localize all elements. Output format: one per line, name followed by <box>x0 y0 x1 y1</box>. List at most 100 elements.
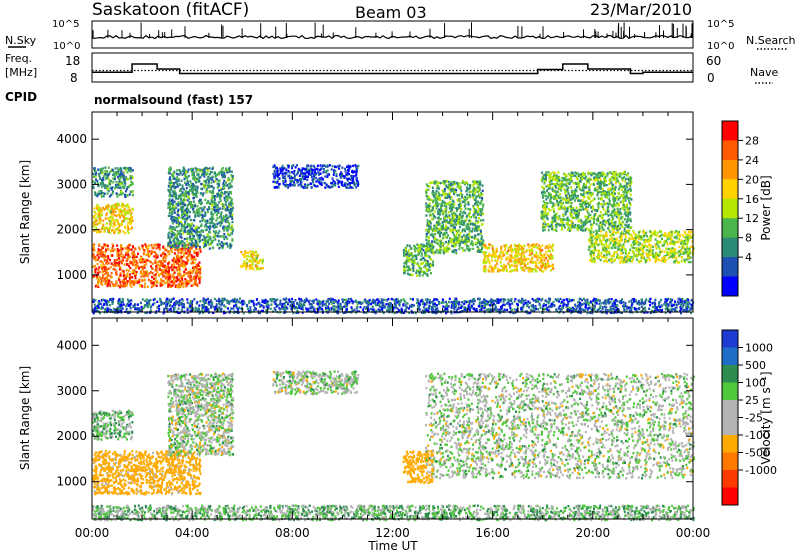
scatter-cell <box>249 250 252 253</box>
scatter-cell <box>103 227 106 230</box>
scatter-cell <box>231 220 234 224</box>
scatter-cell <box>208 167 211 170</box>
scatter-cell <box>464 203 467 206</box>
scatter-cell <box>418 266 421 269</box>
scatter-cell <box>120 210 122 213</box>
scatter-cell <box>108 216 111 220</box>
scatter-cell <box>131 280 134 283</box>
scatter-cell <box>178 264 181 267</box>
scatter-cell <box>194 204 197 208</box>
scatter-cell <box>193 219 196 222</box>
scatter-cell <box>160 278 163 281</box>
scatter-cell <box>471 240 473 243</box>
scatter-cell <box>574 199 576 202</box>
scatter-cell <box>433 228 436 231</box>
scatter-cell <box>426 242 428 245</box>
scatter-cell <box>302 186 305 189</box>
scatter-cell <box>111 168 114 171</box>
scatter-cell <box>192 200 195 203</box>
scatter-cell <box>334 165 336 168</box>
scatter-cell <box>175 217 177 220</box>
noise-right-tick-top: 10^5 <box>707 19 734 30</box>
scatter-cell <box>101 267 104 270</box>
scatter-cell <box>208 221 211 225</box>
scatter-cell <box>141 246 144 249</box>
scatter-cell <box>545 194 547 198</box>
scatter-cell <box>175 206 178 209</box>
scatter-cell <box>476 182 479 185</box>
scatter-cell <box>289 180 292 183</box>
scatter-cell <box>445 214 448 218</box>
scatter-cell <box>422 256 425 260</box>
scatter-cell <box>434 229 437 232</box>
scatter-cell <box>198 230 200 233</box>
scatter-cell <box>97 252 100 255</box>
scatter-cell <box>195 264 198 267</box>
scatter-cell <box>198 281 201 285</box>
scatter-cell <box>170 181 173 184</box>
scatter-cell <box>201 193 204 197</box>
scatter-cell <box>186 223 189 226</box>
scatter-cell <box>225 214 227 217</box>
noise-left-tick-bottom: 10^0 <box>53 41 80 52</box>
scatter-cell <box>183 177 186 181</box>
scatter-cell <box>226 199 229 202</box>
scatter-cell <box>449 210 452 213</box>
scatter-cell <box>274 165 277 168</box>
scatter-cell <box>96 207 99 210</box>
scatter-cell <box>117 257 120 260</box>
scatter-cell <box>335 174 338 178</box>
scatter-cell <box>464 195 467 199</box>
scatter-cell <box>452 250 455 254</box>
scatter-cell <box>180 213 183 217</box>
scatter-cell <box>182 205 185 209</box>
scatter-cell <box>124 247 127 250</box>
scatter-cell <box>579 208 582 212</box>
scatter-cell <box>213 206 216 209</box>
scatter-cell <box>475 188 478 191</box>
scatter-cell <box>436 195 439 198</box>
scatter-cell <box>100 277 103 280</box>
scatter-cell <box>518 243 521 247</box>
scatter-cell <box>126 263 128 266</box>
scatter-cell <box>202 192 205 195</box>
scatter-cell <box>231 175 234 178</box>
scatter-cell <box>458 186 461 190</box>
scatter-cell <box>141 285 144 288</box>
scatter-cell <box>106 262 108 265</box>
scatter-cell <box>177 284 180 288</box>
scatter-cell <box>132 257 135 261</box>
scatter-cell <box>192 224 195 227</box>
scatter-cell <box>406 265 409 268</box>
scatter-cell <box>328 164 331 167</box>
scatter-cell <box>164 249 167 252</box>
scatter-cell <box>542 270 545 273</box>
scatter-cell <box>119 182 122 186</box>
scatter-cell <box>474 228 477 231</box>
scatter-cell <box>126 229 129 232</box>
scatter-cell <box>402 251 405 255</box>
scatter-cell <box>107 248 110 251</box>
scatter-cell <box>285 172 288 175</box>
scatter-cell <box>469 208 472 211</box>
scatter-cell <box>189 201 192 204</box>
scatter-cell <box>145 270 148 273</box>
scatter-cell <box>174 233 176 236</box>
scatter-cell <box>181 173 184 176</box>
scatter-cell <box>416 243 419 246</box>
scatter-cell <box>211 171 214 174</box>
scatter-cell <box>481 189 484 192</box>
scatter-cell <box>439 251 442 255</box>
scatter-cell <box>130 215 133 219</box>
scatter-cell <box>408 257 411 260</box>
scatter-cell <box>182 211 185 214</box>
scatter-cell <box>544 264 547 267</box>
scatter-cell <box>180 241 183 244</box>
scatter-cell <box>479 202 482 206</box>
scatter-cell <box>122 230 125 233</box>
scatter-cell <box>119 216 122 219</box>
scatter-cell <box>510 249 513 253</box>
scatter-cell <box>255 256 258 259</box>
scatter-cell <box>278 183 281 186</box>
scatter-cell <box>413 261 416 265</box>
